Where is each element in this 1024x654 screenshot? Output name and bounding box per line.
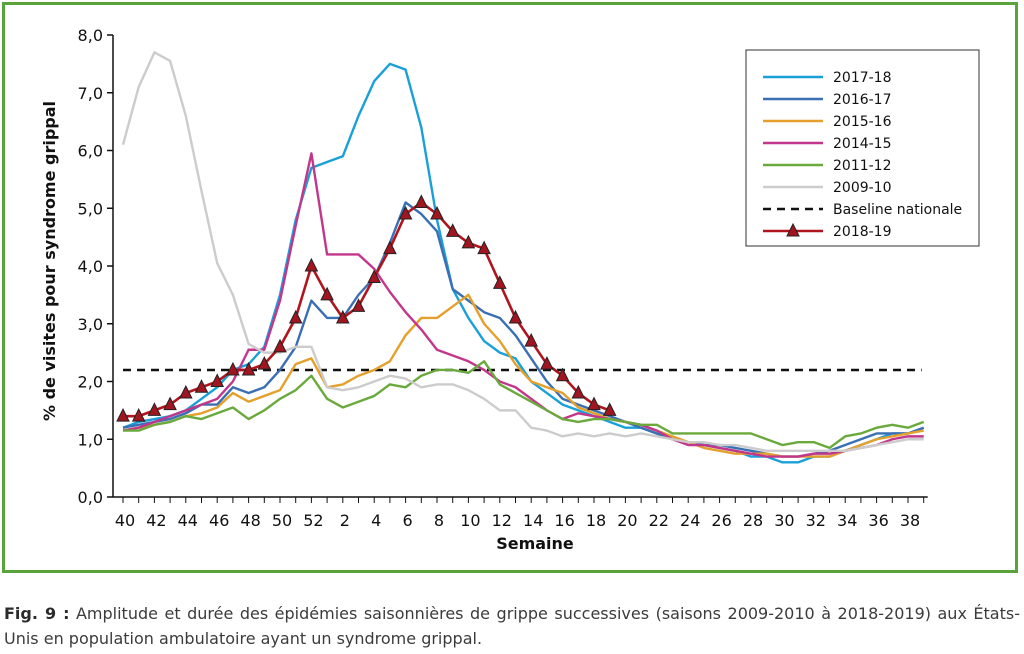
series-line-2011-12 <box>123 360 925 450</box>
legend-marker-2018-19 <box>786 222 800 237</box>
line-chart: 0,01,02,03,04,05,06,07,08,040 42 44 46 48 50 5… <box>40 26 980 553</box>
y-tick-label: 7,0 <box>78 84 103 103</box>
data-point-2018-19 <box>398 205 413 220</box>
x-tick-label: 4 <box>371 511 381 530</box>
data-point-2018-19 <box>461 234 476 249</box>
data-point-2018-19 <box>304 257 319 272</box>
legend-label: 2015-16 <box>833 114 892 130</box>
data-point-2018-19 <box>257 356 272 370</box>
x-tick-label: 10 <box>460 511 480 530</box>
x-tick-label: 14 <box>523 511 543 530</box>
data-point-2018-19 <box>147 402 162 416</box>
data-point-2018-19 <box>241 361 256 376</box>
data-point-2018-19 <box>445 223 460 237</box>
data-point-2018-19 <box>430 205 444 220</box>
x-tick-label: 20 <box>617 511 637 530</box>
x-tick-label: 46 <box>209 511 229 530</box>
legend-label: Baseline nationale <box>833 202 962 218</box>
series-layer <box>116 51 925 464</box>
data-point-2018-19 <box>116 408 130 422</box>
y-tick-label: 1,0 <box>78 430 103 449</box>
data-point-2018-19 <box>210 373 225 387</box>
legend: 2017-18 2016-17 2015-16 2014-15 2011-12 2009-… <box>745 49 980 247</box>
x-tick-label: 2 <box>340 511 350 530</box>
data-point-2018-19 <box>367 269 382 284</box>
data-point-2018-19 <box>351 298 366 312</box>
series-line-2015-16 <box>122 293 924 458</box>
x-tick-label: 16 <box>554 511 574 530</box>
x-tick-label: 50 <box>272 511 292 530</box>
legend-label: 2016-17 <box>833 92 892 108</box>
chart-frame: 0,0 1,0 2,0 3,0 4,0 5,0 6,0 7,0 8,0 40 42 44 46 48 50 5… <box>2 2 1018 573</box>
x-tick-label: 6 <box>403 511 413 530</box>
series-line-2017-18 <box>122 62 925 464</box>
data-point-2018-19 <box>587 396 601 411</box>
x-tick-label: 34 <box>837 511 857 530</box>
data-point-2018-19 <box>273 338 287 353</box>
x-tick-label: 36 <box>868 511 888 530</box>
x-tick-label: 12 <box>492 511 512 530</box>
x-tick-label: 44 <box>178 511 198 530</box>
data-point-2018-19 <box>178 384 193 399</box>
x-tick-label: 28 <box>743 511 763 530</box>
caption-prefix: Fig. 9 : <box>4 604 70 623</box>
legend-label: 2011-12 <box>833 158 892 174</box>
data-point-2018-19 <box>477 240 491 255</box>
x-tick-label: 32 <box>806 511 826 530</box>
legend-label: 2018-19 <box>833 224 892 240</box>
y-tick-label: 5,0 <box>78 199 103 218</box>
x-tick-label: 52 <box>303 511 323 530</box>
figure-caption: Fig. 9 : Amplitude et durée des épidémie… <box>4 601 1020 651</box>
y-tick-label: 6,0 <box>78 142 103 161</box>
data-point-2018-19 <box>540 356 554 370</box>
x-tick-label: 48 <box>240 511 260 530</box>
legend-label: 2014-15 <box>833 136 892 152</box>
y-tick-label: 3,0 <box>78 315 103 334</box>
data-point-2018-19 <box>131 408 146 422</box>
legend-label: 2009-10 <box>833 180 892 196</box>
data-point-2018-19 <box>524 332 539 347</box>
chart-axes: 0,01,02,03,04,05,06,07,08,040 42 44 46 48 50 5… <box>78 26 928 530</box>
series-line-2014-15 <box>122 152 924 458</box>
caption-text: Amplitude et durée des épidémies saisonn… <box>4 604 1020 648</box>
x-axis-title: Semaine <box>496 534 574 553</box>
data-point-2018-19 <box>602 402 617 416</box>
y-tick-label: 8,0 <box>78 26 103 45</box>
data-point-2018-19 <box>226 361 240 376</box>
x-tick-label: 38 <box>900 511 920 530</box>
y-tick-label: 0,0 <box>78 488 103 507</box>
x-tick-label: 8 <box>434 511 444 530</box>
data-point-2018-19 <box>320 286 334 301</box>
x-tick-label: 40 <box>115 511 135 530</box>
x-tick-label: 22 <box>649 511 669 530</box>
data-point-2018-19 <box>288 309 303 324</box>
data-point-2018-19 <box>571 384 586 399</box>
data-point-2018-19 <box>414 194 429 208</box>
y-tick-label: 4,0 <box>78 257 103 276</box>
y-tick-label: 2,0 <box>78 373 103 392</box>
legend-label: 2017-18 <box>833 70 892 86</box>
data-point-2018-19 <box>335 309 350 324</box>
data-point-2018-19 <box>163 396 177 411</box>
data-point-2018-19 <box>194 379 209 393</box>
x-tick-label: 42 <box>146 511 166 530</box>
x-tick-label: 26 <box>711 511 731 530</box>
legend-box <box>745 49 980 247</box>
data-point-2018-19 <box>492 275 507 289</box>
data-point-2018-19 <box>555 367 570 382</box>
y-axis-title: % de visites pour syndrome grippal <box>40 101 59 421</box>
x-tick-label: 24 <box>680 511 700 530</box>
x-tick-label: 30 <box>774 511 794 530</box>
series-line-2009-10 <box>121 51 924 452</box>
data-point-2018-19 <box>508 309 523 324</box>
data-point-2018-19 <box>383 240 397 255</box>
x-tick-label: 18 <box>586 511 606 530</box>
